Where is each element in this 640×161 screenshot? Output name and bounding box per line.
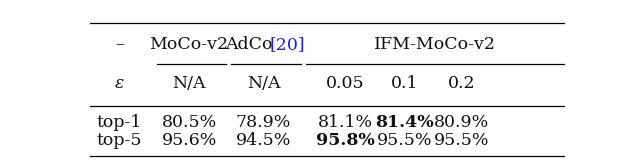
Text: top-5: top-5 <box>97 132 143 149</box>
Text: 0.2: 0.2 <box>448 75 476 92</box>
Text: top-1: top-1 <box>97 114 142 131</box>
Text: 94.5%: 94.5% <box>236 132 291 149</box>
Text: 95.5%: 95.5% <box>434 132 490 149</box>
Text: 95.6%: 95.6% <box>161 132 217 149</box>
Text: 0.1: 0.1 <box>391 75 419 92</box>
Text: 78.9%: 78.9% <box>236 114 291 131</box>
Text: AdCo: AdCo <box>225 36 278 53</box>
Text: [20]: [20] <box>269 36 305 53</box>
Text: 80.5%: 80.5% <box>161 114 217 131</box>
Text: 0.05: 0.05 <box>326 75 365 92</box>
Text: 95.8%: 95.8% <box>316 132 375 149</box>
Text: 80.9%: 80.9% <box>435 114 490 131</box>
Text: ε: ε <box>115 75 124 92</box>
Text: –: – <box>115 36 124 53</box>
Text: N/A: N/A <box>172 75 206 92</box>
Text: N/A: N/A <box>247 75 280 92</box>
Text: IFM-MoCo-v2: IFM-MoCo-v2 <box>374 36 495 53</box>
Text: 81.1%: 81.1% <box>318 114 373 131</box>
Text: MoCo-v2: MoCo-v2 <box>150 36 228 53</box>
Text: 95.5%: 95.5% <box>377 132 433 149</box>
Text: 81.4%: 81.4% <box>376 114 434 131</box>
